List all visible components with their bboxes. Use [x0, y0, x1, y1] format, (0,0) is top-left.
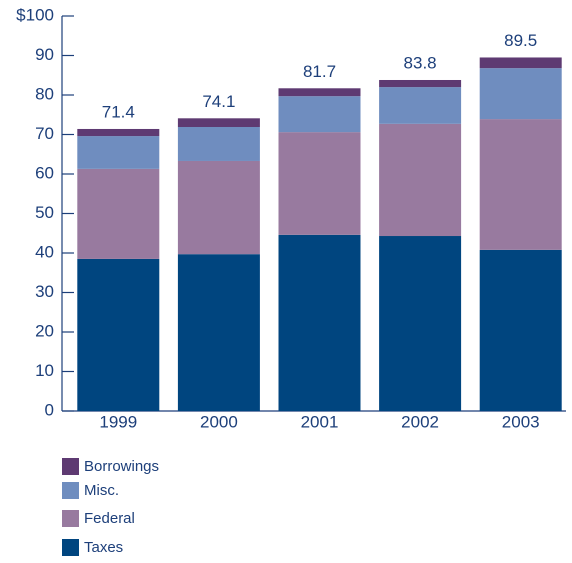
- legend-label: Borrowings: [84, 458, 159, 475]
- bar-segment: [77, 136, 160, 169]
- y-tick-label: 60: [35, 163, 54, 182]
- total-label: 74.1: [202, 92, 235, 111]
- y-tick-label: 40: [35, 242, 54, 261]
- bar-segment: [77, 258, 160, 411]
- legend-swatch: [62, 510, 79, 527]
- legend-swatch: [62, 482, 79, 499]
- bar-segment: [177, 118, 260, 127]
- legend-label: Federal: [84, 510, 135, 527]
- bar-segment: [379, 79, 462, 88]
- bar-segment: [479, 249, 562, 411]
- y-tick-label: 70: [35, 124, 54, 143]
- legend-label: Misc.: [84, 482, 119, 499]
- bar-segment: [479, 57, 562, 69]
- y-tick-label: 10: [35, 361, 54, 380]
- legend-label: Taxes: [84, 539, 123, 556]
- y-tick-label: 0: [45, 400, 54, 419]
- bar-segment: [479, 119, 562, 250]
- total-label: 71.4: [102, 102, 135, 121]
- x-tick-label: 2002: [401, 412, 439, 431]
- bar-segment: [177, 126, 260, 161]
- total-label: 81.7: [303, 62, 336, 81]
- bar-segment: [379, 236, 462, 411]
- y-tick-label: 20: [35, 321, 54, 340]
- bar-segment: [278, 132, 361, 235]
- x-tick-label: 2003: [502, 412, 540, 431]
- bar-segment: [177, 254, 260, 411]
- bar-segment: [379, 87, 462, 124]
- legend-swatch: [62, 539, 79, 556]
- y-tick-label: 30: [35, 282, 54, 301]
- y-tick-label: 90: [35, 45, 54, 64]
- bar-segment: [77, 168, 160, 259]
- x-tick-label: 2001: [301, 412, 339, 431]
- total-label: 83.8: [404, 53, 437, 72]
- bar-segment: [278, 234, 361, 411]
- x-tick-label: 1999: [99, 412, 137, 431]
- y-tick-label: 50: [35, 203, 54, 222]
- bar-segment: [77, 128, 160, 137]
- total-label: 89.5: [504, 31, 537, 50]
- y-tick-label: 80: [35, 84, 54, 103]
- bar-segment: [177, 160, 260, 255]
- x-tick-label: 2000: [200, 412, 238, 431]
- bar-segment: [278, 96, 361, 133]
- legend-swatch: [62, 458, 79, 475]
- bar-segment: [479, 68, 562, 120]
- bar-segment: [278, 88, 361, 97]
- bar-segment: [379, 123, 462, 237]
- y-tick-label: $100: [16, 5, 54, 24]
